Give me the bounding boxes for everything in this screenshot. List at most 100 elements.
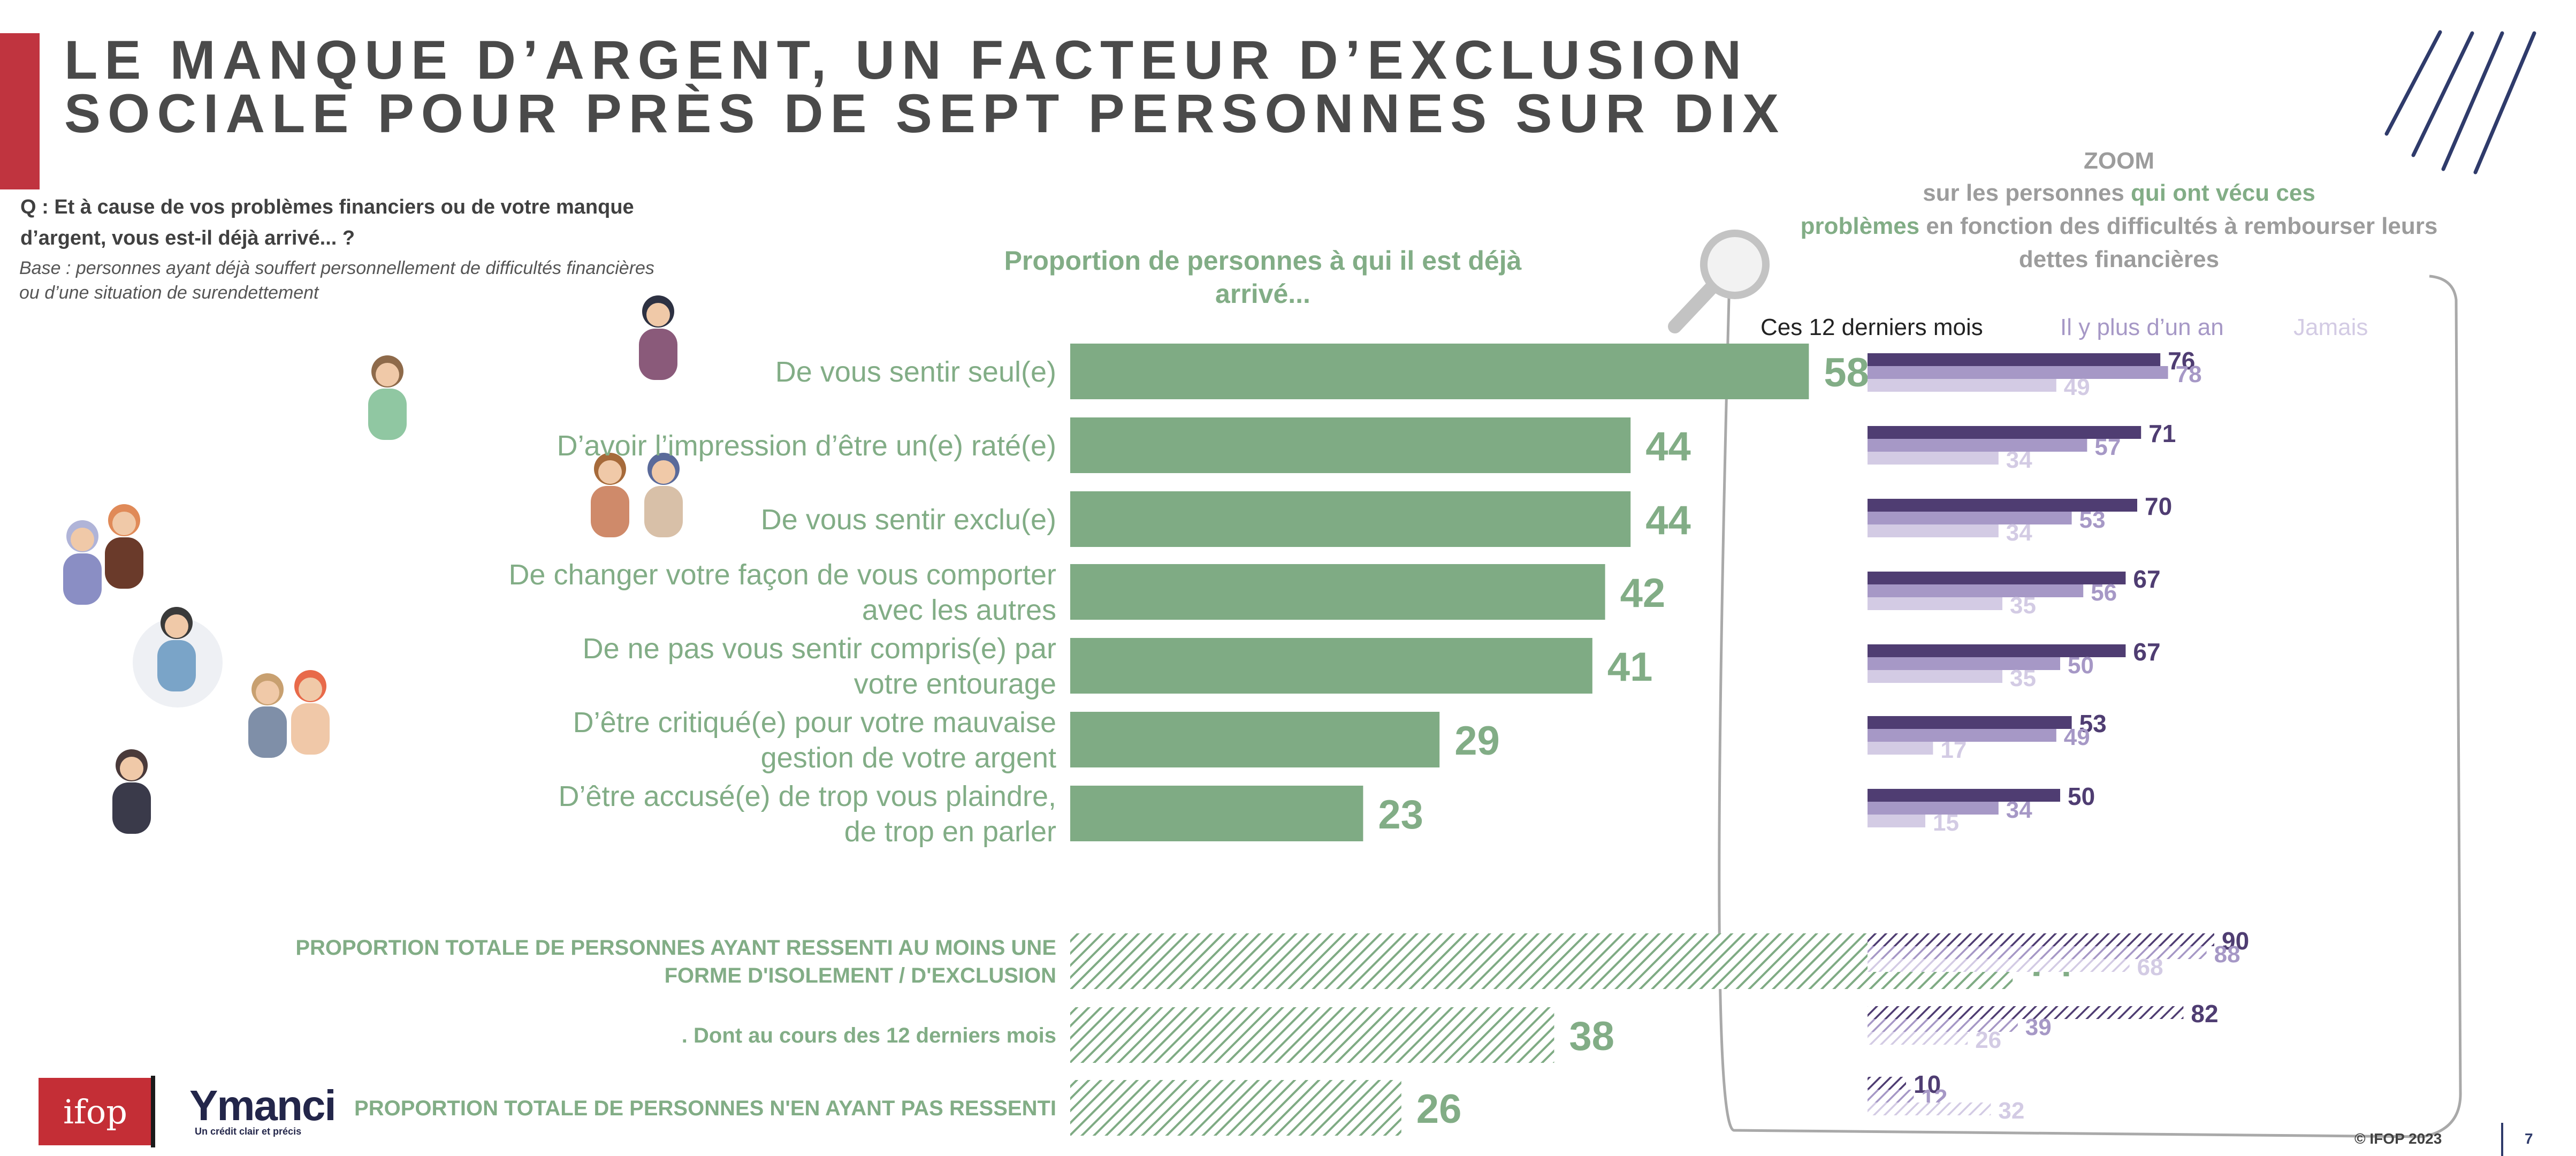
bar (1070, 638, 1592, 694)
page-title: LE MANQUE D’ARGENT, UN FACTEUR D’EXCLUSI… (64, 29, 1786, 144)
chart-heading: Proportion de personnes à qui il est déj… (1004, 246, 1522, 309)
legend-entry: Il y plus d’un an (2060, 314, 2224, 340)
bar-row: 42 De changer votre façon de vous comport… (508, 559, 1665, 626)
zoom-bar-value-label: 34 (2006, 797, 2032, 823)
bar-category-label: FORME D'ISOLEMENT / D'EXCLUSION (665, 964, 1056, 987)
zoom-summary-group: 82 39 26 (1868, 1000, 2219, 1053)
bar-category-label: PROPORTION TOTALE DE PERSONNES N'EN AYAN… (354, 1097, 1056, 1120)
zoom-bar-value-label: 67 (2133, 565, 2160, 593)
zoom-bar (1868, 815, 1925, 827)
survey-base: Base : personnes ayant déjà souffert per… (19, 258, 654, 303)
zoom-bar (1868, 729, 2056, 742)
zoom-bar (1868, 1032, 1968, 1045)
person-icon (105, 504, 143, 589)
zoom-bar (1868, 959, 2130, 972)
zoom-bar-value-label: 57 (2094, 434, 2121, 460)
zoom-description: sur les personnes qui ont vécu ces problè… (1766, 177, 2472, 276)
zoom-bar-value-label: 10 (1914, 1070, 1941, 1098)
zoom-desc-before: sur les personnes (1923, 180, 2131, 206)
bar-category-label: D’être accusé(e) de trop vous plaindre, (559, 780, 1056, 812)
zoom-bar (1868, 1006, 2184, 1019)
zoom-bar-value-label: 49 (2064, 724, 2090, 750)
zoom-bar (1868, 572, 2126, 584)
person-icon (112, 749, 151, 834)
zoom-legend: Ces 12 derniers mois Il y plus d’un an Jam… (1760, 314, 2368, 340)
ymanci-logo: Ymanci (189, 1082, 337, 1129)
title-accent-bar (0, 33, 40, 189)
zoom-bar-value-label: 56 (2091, 580, 2117, 606)
bar-row: 29 D’être critiqué(e) pour votre mauvaise… (573, 706, 1500, 774)
bar-value-label: 26 (1416, 1086, 1462, 1132)
zoom-bar-value-label: 53 (2079, 710, 2107, 737)
bar-value-label: 29 (1454, 718, 1500, 764)
bar-value-label: 58 (1824, 350, 1869, 396)
bar (1070, 786, 1363, 841)
person-icon (291, 670, 330, 755)
zoom-bar-value-label: 17 (1940, 737, 1967, 763)
person-icon (639, 295, 677, 380)
bar-value-label: 42 (1620, 571, 1666, 616)
bar-category-label: De vous sentir seul(e) (775, 356, 1056, 388)
zoom-bar-group: 70 53 34 (1868, 492, 2172, 546)
bar-row: 58 De vous sentir seul(e) (775, 344, 1869, 399)
legend-entry: Jamais (2293, 314, 2368, 340)
zoom-bar (1868, 426, 2141, 439)
zoom-bar (1868, 716, 2072, 729)
bar-category-label: D’avoir l’impression d’être un(e) raté(e… (557, 430, 1056, 462)
legend-entry: Ces 12 derniers mois (1760, 314, 1983, 340)
person-icon (644, 453, 683, 537)
zoom-desc-highlight-2: problèmes (1800, 213, 1920, 239)
zoom-bar (1868, 657, 2060, 670)
zoom-bar (1868, 353, 2161, 366)
bar-category-label: gestion de votre argent (761, 742, 1056, 774)
zoom-bar-value-label: 88 (2214, 941, 2240, 968)
zoom-bar-value-label: 34 (2006, 520, 2032, 546)
zoom-bar-group: 71 57 34 (1868, 420, 2176, 473)
zoom-bar-value-label: 78 (2176, 361, 2202, 387)
zoom-bar (1868, 789, 2060, 802)
summary-row: 38 . Dont au cours des 12 derniers mois (682, 1007, 1614, 1063)
person-icon (248, 673, 287, 758)
zoom-bar (1868, 452, 1999, 465)
zoom-bar-value-label: 26 (1975, 1027, 2001, 1053)
person-icon (368, 355, 407, 440)
zoom-bar-value-label: 35 (2010, 665, 2036, 691)
bar-category-label: avec les autres (862, 594, 1056, 626)
zoom-bar (1868, 499, 2137, 512)
ymanci-tagline: Un crédit clair et précis (195, 1126, 302, 1137)
bar-category-label: . Dont au cours des 12 derniers mois (682, 1024, 1056, 1047)
bar (1070, 1007, 1554, 1063)
zoom-bar (1868, 512, 2072, 524)
bar-category-label: De vous sentir exclu(e) (761, 504, 1056, 536)
bar (1070, 344, 1809, 399)
zoom-bar-value-label: 53 (2079, 507, 2106, 533)
bar-row: 44 D’avoir l’impression d’être un(e) raté… (557, 417, 1691, 473)
person-illustrations (63, 295, 683, 834)
summary-row: 74PROPORTION TOTALE DE PERSONNES AYANT R… (295, 933, 2073, 989)
zoom-bar-group: 67 56 35 (1868, 565, 2161, 619)
zoom-bar (1868, 742, 1933, 755)
zoom-bar-value-label: 49 (2064, 374, 2090, 400)
zoom-bar (1868, 946, 2207, 959)
zoom-bar (1868, 597, 2002, 610)
zoom-title: ZOOM (2084, 148, 2154, 174)
decor-stripes (2384, 30, 2536, 174)
zoom-bar (1868, 1102, 1991, 1115)
survey-question: Q : Et à cause de vos problèmes financie… (20, 196, 634, 249)
person-icon (157, 607, 196, 691)
bar-value-label: 38 (1569, 1014, 1614, 1059)
zoom-bar-value-label: 15 (1933, 810, 1959, 836)
zoom-panel-frame (1718, 275, 2462, 1138)
zoom-bar-group: 67 50 35 (1868, 638, 2161, 691)
zoom-bar (1868, 366, 2168, 379)
main-bar-chart: 58 De vous sentir seul(e) 44 D’avoir l’impr… (295, 344, 2073, 1136)
bar (1070, 564, 1605, 620)
zoom-bar-value-label: 39 (2025, 1014, 2052, 1040)
bar-category-label: de trop en parler (844, 816, 1056, 848)
zoom-bar (1868, 802, 1999, 815)
zoom-bar-value-label: 70 (2145, 492, 2172, 520)
zoom-bar-value-label: 71 (2148, 420, 2176, 447)
